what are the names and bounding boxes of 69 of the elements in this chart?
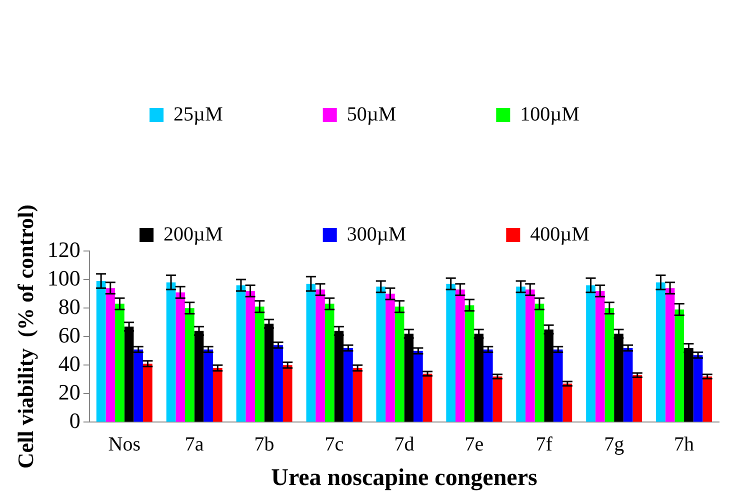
bar [344,348,353,422]
bar [595,290,605,422]
bar [623,348,633,422]
y-tick-label: 80 [58,294,80,319]
y-tick-label: 0 [69,408,80,433]
x-tick-label: 7b [254,433,274,456]
bar [376,286,386,422]
bar [115,304,124,422]
bar [352,368,362,422]
bar [204,349,213,422]
bar [632,375,642,422]
bar [693,355,703,422]
bar [562,384,572,422]
x-tick-label: 7g [604,433,624,456]
bar [414,350,423,422]
bar [665,288,675,422]
bar [185,308,194,422]
y-tick-label: 60 [58,322,80,348]
legend-label: 100µM [520,103,580,126]
bar [143,364,152,422]
bar [656,282,666,422]
x-tick-label: 7a [184,433,204,456]
bar [456,290,465,422]
bar [553,349,563,422]
x-tick-label: 7f [536,433,553,456]
bar [254,306,264,422]
bar [166,282,176,422]
x-tick-label: Nos [108,433,141,456]
bar [492,376,502,422]
y-tick-label: 20 [58,379,80,404]
bar [464,305,474,422]
bar [134,349,144,422]
x-axis-title: Urea noscapine congeners [271,464,538,491]
bar [483,349,493,422]
bar [246,290,255,422]
bar [674,309,684,422]
bar [446,284,456,422]
x-tick-label: 7c [324,433,344,456]
legend-label: 400µM [530,223,590,246]
bar [306,284,316,422]
legend-label: 300µM [346,223,406,246]
bar [525,290,535,422]
bar [586,285,596,422]
bar [96,280,106,422]
bar [516,286,526,422]
x-tick-label: 7d [394,433,414,456]
bar [274,345,283,422]
bar [394,306,404,422]
y-tick-label: 120 [47,236,80,262]
x-tick-label: 7h [674,433,694,456]
bar [212,368,222,422]
bar [324,304,334,422]
bar [702,376,712,422]
bar [386,294,395,422]
bar [282,365,292,422]
bar [316,290,325,422]
y-tick-label: 40 [58,350,80,376]
bar [236,285,246,422]
x-tick-label: 7e [464,433,484,456]
legend-label: 50µM [346,103,396,126]
y-axis-title: Cell viability (% of control) [12,204,38,469]
legend-label: 200µM [164,223,224,246]
y-tick-label: 100 [47,265,80,290]
bar [176,292,186,422]
legend-label: 25µM [174,103,224,126]
bar [422,374,432,422]
bar [106,288,116,422]
bar [534,304,544,422]
bar [604,308,614,422]
